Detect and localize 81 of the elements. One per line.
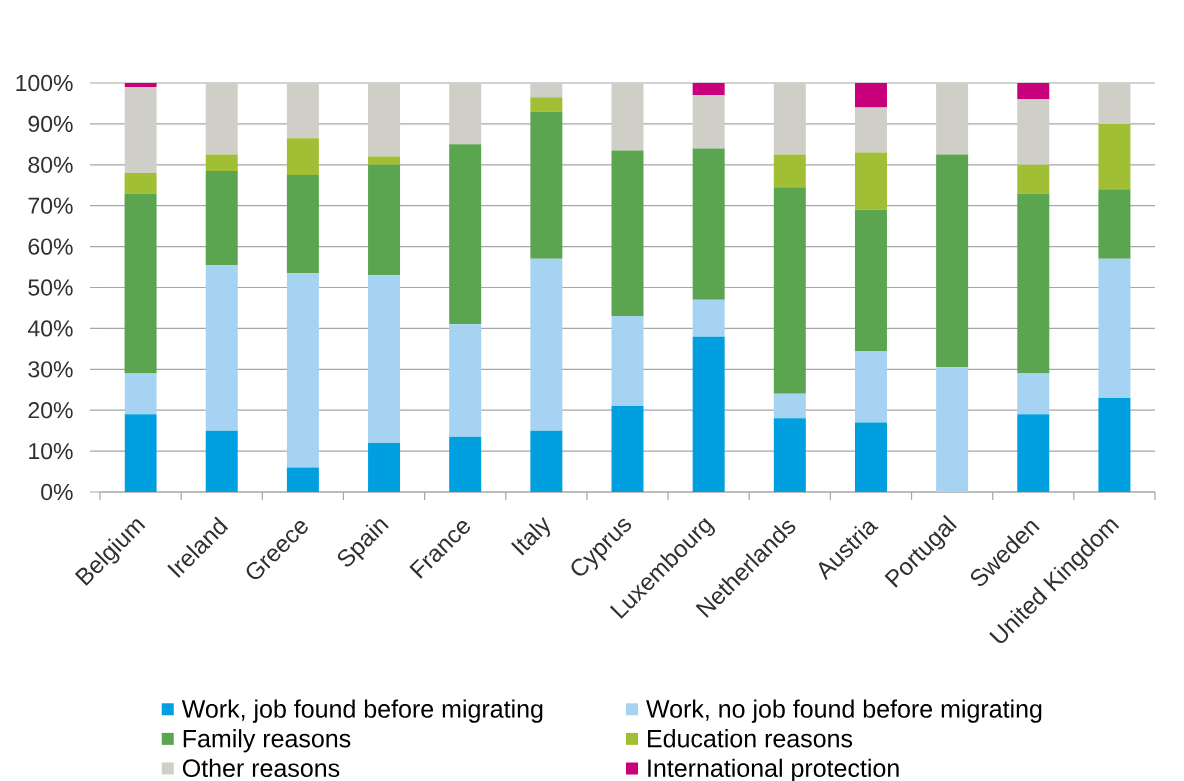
bar: [368, 156, 401, 165]
bar: [530, 430, 563, 492]
bar: [530, 82, 563, 98]
bar: [854, 82, 887, 108]
bar: [611, 150, 644, 317]
bar: [611, 316, 644, 407]
bar: [286, 138, 319, 176]
x-tick-label: Italy: [511, 516, 550, 556]
bar: [611, 406, 644, 492]
bar: [205, 170, 238, 265]
bar: [124, 87, 157, 173]
y-tick-label: 60%: [28, 238, 73, 255]
bar: [1098, 189, 1131, 259]
y-tick-label: 30%: [28, 361, 73, 378]
bar: [1017, 99, 1050, 165]
bar: [530, 97, 563, 112]
bar: [854, 209, 887, 351]
legend-label: Family reasons: [183, 729, 351, 753]
bar: [773, 82, 806, 155]
bar: [854, 350, 887, 423]
legend-label: Other reasons: [182, 758, 340, 778]
bar: [773, 418, 806, 492]
y-tick-label: 50%: [28, 279, 73, 296]
bar: [205, 154, 238, 171]
bar: [936, 154, 969, 368]
bar: [692, 299, 725, 337]
y-tick-label: 90%: [28, 115, 73, 133]
bar: [692, 82, 725, 96]
bar: [936, 82, 969, 155]
bar: [773, 393, 806, 419]
bar: [449, 324, 482, 437]
bar: [1017, 373, 1050, 415]
bar: [1017, 193, 1050, 374]
bar: [692, 95, 725, 149]
bar: [854, 107, 887, 153]
bar: [854, 152, 887, 210]
bar: [368, 164, 401, 276]
bar: [692, 148, 725, 300]
bar: [286, 82, 319, 139]
bar: [368, 82, 401, 157]
bar: [286, 467, 319, 492]
y-tick-label: 0%: [41, 483, 73, 501]
bar: [854, 422, 887, 492]
bar: [368, 275, 401, 443]
bar: [368, 442, 401, 492]
bar: [205, 265, 238, 431]
bar: [205, 430, 238, 492]
bar: [1017, 164, 1050, 194]
bar: [286, 273, 319, 468]
y-tick-label: 40%: [27, 320, 73, 337]
bar: [1098, 123, 1131, 190]
bar: [773, 187, 806, 394]
bar: [773, 154, 806, 188]
bar: [530, 111, 563, 259]
y-tick-label: 100%: [16, 74, 73, 92]
y-tick-label: 20%: [28, 402, 73, 419]
legend-label: Education reasons: [648, 729, 853, 748]
legend-label: Work, job found before migrating: [181, 699, 543, 723]
y-tick-label: 10%: [29, 442, 73, 460]
bar: [1017, 82, 1050, 100]
bar: [1098, 82, 1131, 124]
legend-label: Work, no job found before migrating: [646, 699, 1042, 723]
bar: [124, 172, 157, 194]
bar: [692, 336, 725, 492]
bar: [530, 258, 563, 431]
bar: [1098, 397, 1131, 492]
bar: [936, 367, 969, 492]
bar: [449, 82, 482, 145]
y-tick-label: 70%: [28, 197, 73, 214]
bar: [124, 82, 157, 88]
bar: [286, 175, 319, 274]
y-tick-label: 80%: [28, 156, 73, 173]
bar: [449, 436, 482, 492]
bar: [1017, 414, 1050, 492]
bar: [124, 373, 157, 415]
bar: [1098, 258, 1131, 398]
bar: [124, 414, 157, 492]
bar: [205, 82, 238, 155]
bar: [124, 193, 157, 374]
bar: [611, 82, 644, 151]
bar: [449, 144, 482, 325]
